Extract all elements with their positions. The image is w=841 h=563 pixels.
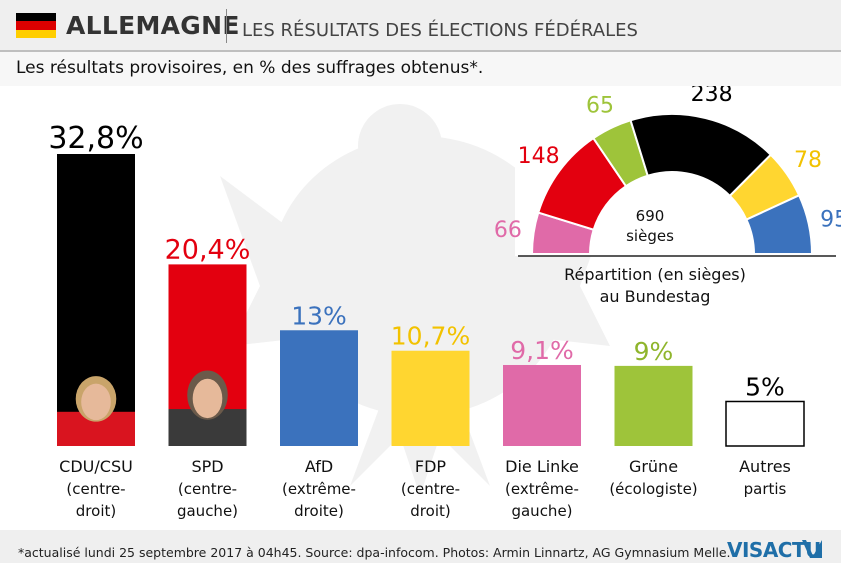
category-label: SPD bbox=[191, 457, 223, 476]
bar-value-label: 5% bbox=[745, 372, 785, 401]
seat-count-label: 95 bbox=[820, 207, 841, 232]
category-label: CDU/CSU bbox=[59, 457, 133, 476]
portrait-face bbox=[81, 383, 111, 421]
portrait-face bbox=[192, 378, 223, 419]
chart-subtitle: Les résultats provisoires, en % des suff… bbox=[16, 58, 484, 78]
seat-count-label: 238 bbox=[691, 86, 733, 107]
header-underline bbox=[0, 50, 841, 52]
bar-value-label: 9,1% bbox=[510, 336, 574, 365]
bar-afd bbox=[280, 330, 358, 446]
donut-title: Répartition (en sièges) bbox=[564, 265, 746, 284]
seat-count-label: 78 bbox=[794, 148, 822, 173]
category-sublabel: (extrême- bbox=[282, 480, 356, 498]
bar-value-label: 9% bbox=[634, 337, 674, 366]
bar-value-label: 10,7% bbox=[391, 322, 470, 351]
portrait-photo-spd bbox=[168, 370, 247, 446]
seat-count-label: 65 bbox=[586, 93, 614, 118]
category-sublabel: droite) bbox=[294, 502, 344, 520]
election-chart: 32,8% CDU/CSU (centre-droit) 20,4% SPD (centr… bbox=[48, 86, 841, 520]
category-sublabel: droit) bbox=[410, 502, 450, 520]
category-sublabel: (extrême- bbox=[505, 480, 579, 498]
page-title: LES RÉSULTATS DES ÉLECTIONS FÉDÉRALES bbox=[242, 20, 638, 41]
category-sublabel: gauche) bbox=[511, 502, 572, 520]
category-sublabel: (centre- bbox=[178, 480, 237, 498]
category-sublabel: gauche) bbox=[177, 502, 238, 520]
category-sublabel: (centre- bbox=[66, 480, 125, 498]
bar-die-linke bbox=[503, 364, 581, 446]
german-flag-icon bbox=[16, 13, 56, 38]
category-label: Autres bbox=[739, 457, 791, 476]
seat-slice-afd bbox=[745, 193, 814, 255]
bar-autres bbox=[725, 400, 805, 447]
footer-bar bbox=[0, 530, 841, 563]
bar-gr-ne bbox=[614, 365, 693, 446]
seat-count-label: 148 bbox=[518, 144, 560, 169]
category-sublabel: (écologiste) bbox=[609, 480, 697, 498]
flag-stripe-red bbox=[16, 21, 56, 30]
bar-value-label: 20,4% bbox=[165, 234, 251, 265]
header-bar: ALLEMAGNE LES RÉSULTATS DES ÉLECTIONS FÉ… bbox=[0, 0, 841, 50]
footnote: *actualisé lundi 25 septembre 2017 à 04h… bbox=[18, 545, 731, 560]
donut-center-value: 690 bbox=[636, 207, 665, 225]
bar-fdp bbox=[391, 350, 470, 446]
country-title: ALLEMAGNE bbox=[66, 11, 240, 40]
category-sublabel: droit) bbox=[76, 502, 116, 520]
category-label: AfD bbox=[305, 457, 333, 476]
category-sublabel: partis bbox=[744, 480, 787, 498]
category-label: Die Linke bbox=[505, 457, 579, 476]
header-divider bbox=[226, 9, 227, 43]
donut-title-line2: au Bundestag bbox=[600, 287, 711, 306]
flag-stripe-gold bbox=[16, 29, 56, 38]
category-sublabel: (centre- bbox=[401, 480, 460, 498]
category-label: FDP bbox=[415, 457, 447, 476]
donut-center-label: sièges bbox=[626, 227, 674, 245]
flag-stripe-black bbox=[16, 13, 56, 22]
brand-mark-icon bbox=[802, 540, 822, 558]
seat-count-label: 66 bbox=[494, 218, 522, 243]
bar-value-label: 13% bbox=[291, 301, 347, 330]
portrait-photo-cdu bbox=[57, 376, 135, 446]
bar-value-label: 32,8% bbox=[48, 121, 143, 156]
subtitle-band bbox=[0, 52, 841, 86]
category-label: Grüne bbox=[629, 457, 678, 476]
